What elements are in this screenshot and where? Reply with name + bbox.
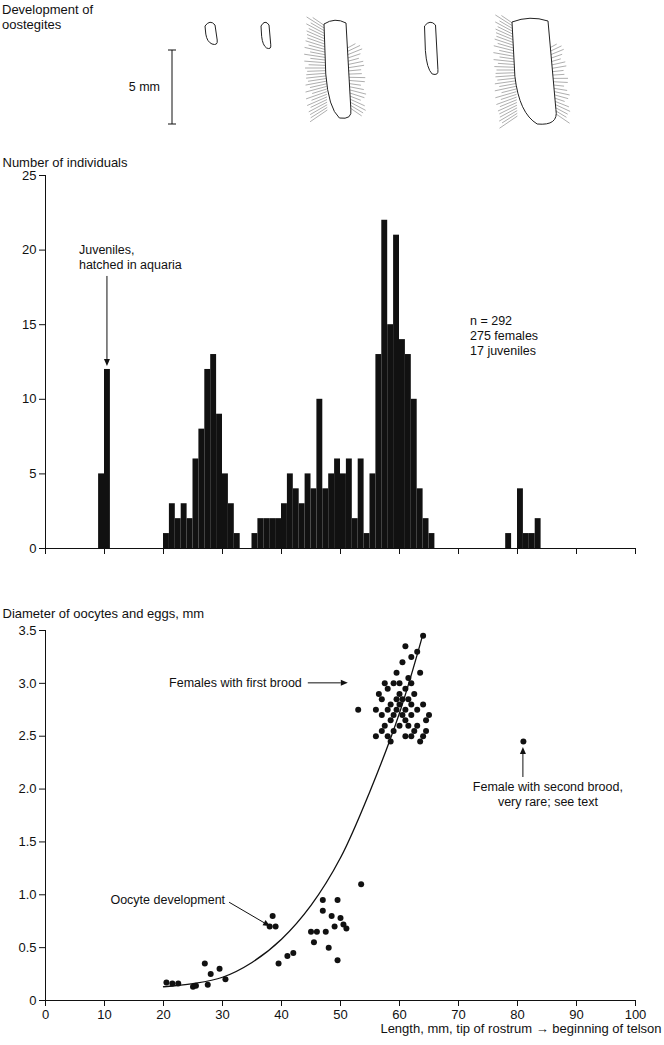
- svg-text:70: 70: [451, 1007, 465, 1022]
- svg-text:Juveniles,: Juveniles,: [79, 243, 135, 257]
- svg-text:Oocyte development: Oocyte development: [110, 893, 225, 907]
- svg-text:Diameter of oocytes and eggs,: Diameter of oocytes and eggs, mm: [3, 606, 205, 621]
- svg-text:very rare; see text: very rare; see text: [498, 795, 599, 809]
- svg-text:oostegites: oostegites: [2, 17, 62, 32]
- svg-text:2.5: 2.5: [18, 728, 36, 743]
- svg-text:30: 30: [215, 1007, 229, 1022]
- svg-text:0: 0: [42, 1007, 49, 1022]
- svg-text:3.5: 3.5: [18, 623, 36, 638]
- svg-text:275 females: 275 females: [470, 329, 538, 343]
- svg-text:100: 100: [625, 1007, 647, 1022]
- svg-text:17 juveniles: 17 juveniles: [470, 344, 536, 358]
- svg-text:1.0: 1.0: [18, 887, 36, 902]
- svg-text:10: 10: [22, 391, 36, 406]
- svg-text:25: 25: [22, 168, 36, 183]
- svg-text:Number of individuals: Number of individuals: [3, 155, 129, 170]
- svg-text:0: 0: [29, 993, 36, 1008]
- svg-text:Development of: Development of: [2, 2, 93, 17]
- svg-text:0.5: 0.5: [18, 940, 36, 955]
- svg-text:5 mm: 5 mm: [129, 80, 160, 94]
- svg-text:Females with first brood: Females with first brood: [169, 676, 302, 690]
- svg-text:Length, mm, tip of rostrum → b: Length, mm, tip of rostrum → beginning o…: [380, 1021, 661, 1036]
- svg-text:hatched in aquaria: hatched in aquaria: [79, 258, 182, 272]
- svg-text:90: 90: [569, 1007, 583, 1022]
- svg-text:20: 20: [156, 1007, 170, 1022]
- svg-text:1.5: 1.5: [18, 834, 36, 849]
- svg-text:40: 40: [274, 1007, 288, 1022]
- svg-text:Female with second brood,: Female with second brood,: [473, 780, 623, 794]
- svg-text:3.0: 3.0: [18, 676, 36, 691]
- svg-text:0: 0: [29, 541, 36, 556]
- svg-text:15: 15: [22, 317, 36, 332]
- svg-text:60: 60: [392, 1007, 406, 1022]
- svg-text:n = 292: n = 292: [470, 314, 512, 328]
- svg-text:2.0: 2.0: [18, 781, 36, 796]
- svg-text:10: 10: [97, 1007, 111, 1022]
- svg-text:80: 80: [510, 1007, 524, 1022]
- svg-text:20: 20: [22, 242, 36, 257]
- svg-text:50: 50: [333, 1007, 347, 1022]
- svg-text:5: 5: [29, 466, 36, 481]
